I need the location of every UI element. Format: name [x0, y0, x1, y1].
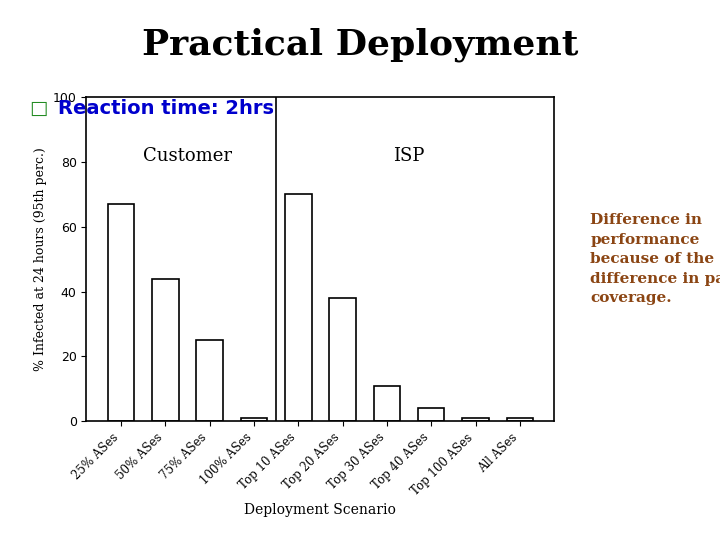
Text: □: □ [29, 98, 48, 118]
Text: Difference in
performance
because of the
difference in path
coverage.: Difference in performance because of the… [590, 213, 720, 305]
Y-axis label: % Infected at 24 hours (95th perc.): % Infected at 24 hours (95th perc.) [35, 147, 48, 371]
Text: Practical Deployment: Practical Deployment [142, 27, 578, 62]
Text: Customer: Customer [143, 146, 232, 165]
Bar [108, 204, 134, 421]
Bar [418, 408, 444, 421]
Bar [285, 194, 312, 421]
Bar [240, 418, 267, 421]
Bar [507, 418, 533, 421]
Bar [197, 340, 223, 421]
Bar [329, 298, 356, 421]
Bar [374, 386, 400, 421]
Text: Reaction time: 2hrs: Reaction time: 2hrs [58, 98, 274, 118]
X-axis label: Deployment Scenario: Deployment Scenario [245, 503, 396, 517]
Bar [462, 418, 489, 421]
Text: ISP: ISP [393, 146, 425, 165]
Bar [152, 279, 179, 421]
